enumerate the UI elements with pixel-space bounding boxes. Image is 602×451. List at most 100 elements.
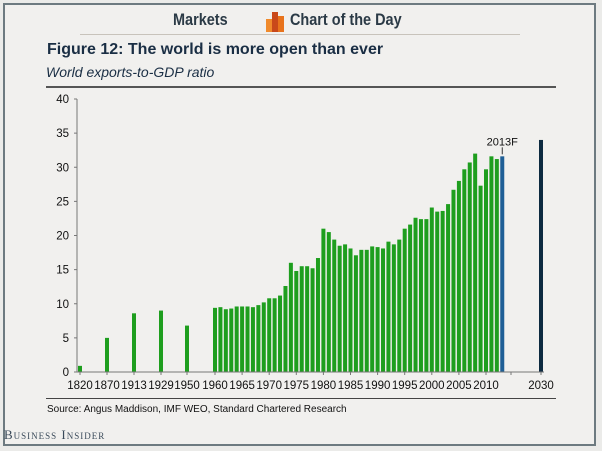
y-tick-label: 35 xyxy=(56,128,69,140)
bar-1997 xyxy=(413,217,418,372)
x-tick-label: 1980 xyxy=(311,380,337,392)
bottom-rule xyxy=(46,398,556,399)
bar-1969 xyxy=(261,302,266,372)
bar-1973 xyxy=(283,286,288,372)
bar-1998 xyxy=(418,219,423,372)
bar-1971 xyxy=(272,298,277,372)
bar-1991 xyxy=(381,248,386,372)
bar-1999 xyxy=(424,219,429,372)
x-tick-label: 2010 xyxy=(473,380,499,392)
x-tick-label: 1913 xyxy=(121,380,147,392)
bar-2011 xyxy=(489,156,494,372)
y-tick-label: 15 xyxy=(56,265,69,277)
x-tick-label: 1985 xyxy=(338,380,364,392)
x-axis: 1820 1870 1913 1929 1950 1960 1965 1970 1975 1980… xyxy=(67,371,554,392)
bar-1966 xyxy=(245,306,250,372)
bar-1978 xyxy=(310,268,315,372)
bar-1977 xyxy=(305,266,310,372)
bar-2008 xyxy=(473,153,478,372)
y-tick-label: 20 xyxy=(56,231,69,243)
y-axis: 0 5 10 15 20 25 30 35 40 xyxy=(56,94,78,379)
x-tick-label: 2005 xyxy=(446,380,472,392)
x-tick-label: 1960 xyxy=(202,380,228,392)
annotations: 2013F xyxy=(487,136,518,155)
bar-1968 xyxy=(256,305,261,372)
bar-1963 xyxy=(229,308,234,372)
bar-1986 xyxy=(353,255,358,372)
bar-1870 xyxy=(105,337,109,372)
y-tick-label: 25 xyxy=(56,196,69,208)
bar-1961 xyxy=(218,307,223,372)
header: Markets Chart of the Day xyxy=(0,8,602,32)
bar-2007 xyxy=(467,162,472,372)
x-tick-label: 1870 xyxy=(94,380,120,392)
business-insider-logo: Business Insider xyxy=(4,427,106,442)
bar-1974 xyxy=(288,262,293,372)
bar-1820 xyxy=(78,365,82,372)
bar-1982 xyxy=(332,239,337,372)
bar-2010 xyxy=(484,169,488,372)
bar-2001 xyxy=(435,211,440,372)
bar-2006 xyxy=(462,169,467,372)
header-markets-label: Markets xyxy=(173,10,228,29)
bar-1989 xyxy=(370,246,375,372)
y-tick-label: 10 xyxy=(56,299,69,311)
bar-2002 xyxy=(440,210,445,372)
y-tick-label: 5 xyxy=(63,333,69,345)
x-tick-label: 1995 xyxy=(392,380,418,392)
bar-2003 xyxy=(446,204,451,372)
bar-1984 xyxy=(343,244,348,372)
bar-2004 xyxy=(451,189,456,372)
bar-1962 xyxy=(223,309,228,372)
bar-1985 xyxy=(348,248,353,372)
x-tick-label: 1950 xyxy=(174,380,200,392)
bar-1976 xyxy=(299,266,304,372)
figure-subtitle: World exports-to-GDP ratio xyxy=(46,64,215,80)
bar-1960 xyxy=(213,307,217,372)
header-chart-of-the-day-label: Chart of the Day xyxy=(290,10,402,29)
bar-1972 xyxy=(278,295,283,372)
bar-1993 xyxy=(391,244,396,372)
x-tick-label: 2000 xyxy=(419,380,445,392)
bar-2005 xyxy=(456,180,461,372)
source-note: Source: Angus Maddison, IMF WEO, Standar… xyxy=(47,404,347,415)
bar-1996 xyxy=(408,224,413,372)
x-tick-label: 1970 xyxy=(256,380,282,392)
x-tick-label: 1820 xyxy=(67,380,93,392)
y-tick-label: 30 xyxy=(56,162,69,174)
bar-2000 xyxy=(429,207,434,372)
figure-title: Figure 12: The world is more open than e… xyxy=(47,41,384,58)
x-tick-label: 1965 xyxy=(229,380,255,392)
bar-1980 xyxy=(321,228,326,372)
bar-1994 xyxy=(397,239,402,372)
bars xyxy=(78,139,543,372)
bar-1990 xyxy=(375,247,380,372)
bar-1913 xyxy=(132,313,136,372)
x-tick-label: 2030 xyxy=(528,380,554,392)
x-tick-label: 1929 xyxy=(148,380,174,392)
y-tick-label: 40 xyxy=(56,94,69,106)
bar-1979 xyxy=(315,258,320,372)
bar-1987 xyxy=(359,249,364,372)
bar-1988 xyxy=(364,249,369,372)
bar-2012 xyxy=(494,159,499,372)
y-tick-label: 0 xyxy=(63,367,69,379)
bar-1981 xyxy=(326,232,331,372)
bar-2013 xyxy=(500,156,505,372)
bar-chart-logo-icon xyxy=(266,12,284,32)
bar-1995 xyxy=(402,228,407,372)
x-tick-label: 1990 xyxy=(365,380,391,392)
bar-1964 xyxy=(234,306,239,372)
bar-1929 xyxy=(159,310,163,372)
bar-1967 xyxy=(250,307,255,372)
bar-1950 xyxy=(185,325,189,372)
bar-1983 xyxy=(337,245,342,372)
bar-1992 xyxy=(386,241,391,372)
top-rule xyxy=(46,86,556,88)
bar-1970 xyxy=(267,298,272,372)
bar-2030 xyxy=(539,139,543,372)
annotation-label: 2013F xyxy=(487,136,518,148)
bar-2009 xyxy=(478,185,483,372)
bar-1965 xyxy=(240,306,245,372)
